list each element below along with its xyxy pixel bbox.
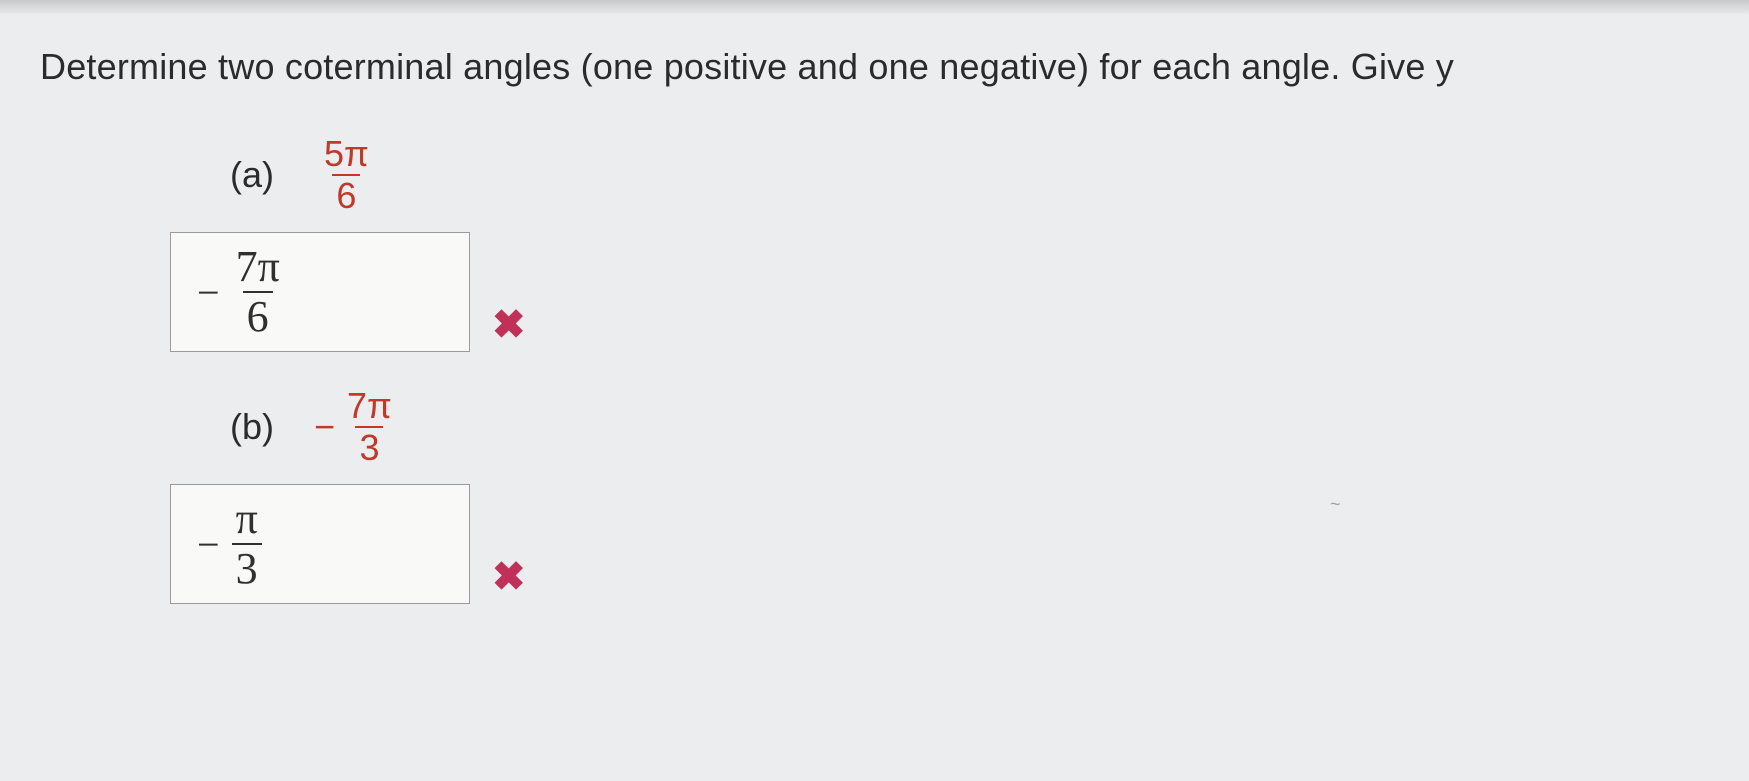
part-b-answer-fraction: π 3 bbox=[232, 497, 262, 591]
part-b-given-sign: − bbox=[314, 406, 335, 448]
part-a-answer-fraction: 7π 6 bbox=[232, 245, 284, 339]
part-a-answer-denominator: 6 bbox=[243, 291, 273, 339]
part-b-label: (b) bbox=[230, 406, 274, 448]
part-b-given-numerator: 7π bbox=[343, 388, 396, 426]
part-b-answer-numerator: π bbox=[232, 497, 262, 543]
part-b-answer-sign: − bbox=[197, 521, 220, 568]
window-top-shadow bbox=[0, 0, 1749, 14]
part-b-answer-input[interactable]: − π 3 bbox=[170, 484, 470, 604]
part-a-header: (a) 5π 6 bbox=[230, 136, 373, 214]
question-prompt: Determine two coterminal angles (one pos… bbox=[40, 46, 1709, 88]
part-a-given-angle: 5π 6 bbox=[314, 136, 373, 214]
part-a-answer-content: − 7π 6 bbox=[197, 245, 284, 339]
part-a-answer-sign: − bbox=[197, 269, 220, 316]
part-a-given-denominator: 6 bbox=[332, 174, 360, 214]
part-b-answer-denominator: 3 bbox=[232, 543, 262, 591]
stray-mark-icon: ~ bbox=[1330, 494, 1341, 515]
incorrect-icon: ✖ bbox=[492, 554, 526, 600]
part-a-answer-row: − 7π 6 ✖ bbox=[170, 232, 526, 352]
part-a-given-fraction: 5π 6 bbox=[320, 136, 373, 214]
question-content: Determine two coterminal angles (one pos… bbox=[0, 14, 1749, 781]
part-b-given-fraction: 7π 3 bbox=[343, 388, 396, 466]
part-a-answer-numerator: 7π bbox=[232, 245, 284, 291]
part-b-header: (b) − 7π 3 bbox=[230, 388, 396, 466]
part-b-answer-row: − π 3 ✖ bbox=[170, 484, 526, 604]
part-b-given-denominator: 3 bbox=[355, 426, 383, 466]
incorrect-icon: ✖ bbox=[492, 302, 526, 348]
part-b-answer-content: − π 3 bbox=[197, 497, 262, 591]
part-a: (a) 5π 6 − 7π 6 ✖ bbox=[230, 136, 1709, 352]
part-a-answer-input[interactable]: − 7π 6 bbox=[170, 232, 470, 352]
part-b: (b) − 7π 3 − π 3 ✖ bbox=[230, 388, 1709, 604]
part-b-given-angle: − 7π 3 bbox=[314, 388, 396, 466]
part-a-given-numerator: 5π bbox=[320, 136, 373, 174]
part-a-label: (a) bbox=[230, 154, 274, 196]
